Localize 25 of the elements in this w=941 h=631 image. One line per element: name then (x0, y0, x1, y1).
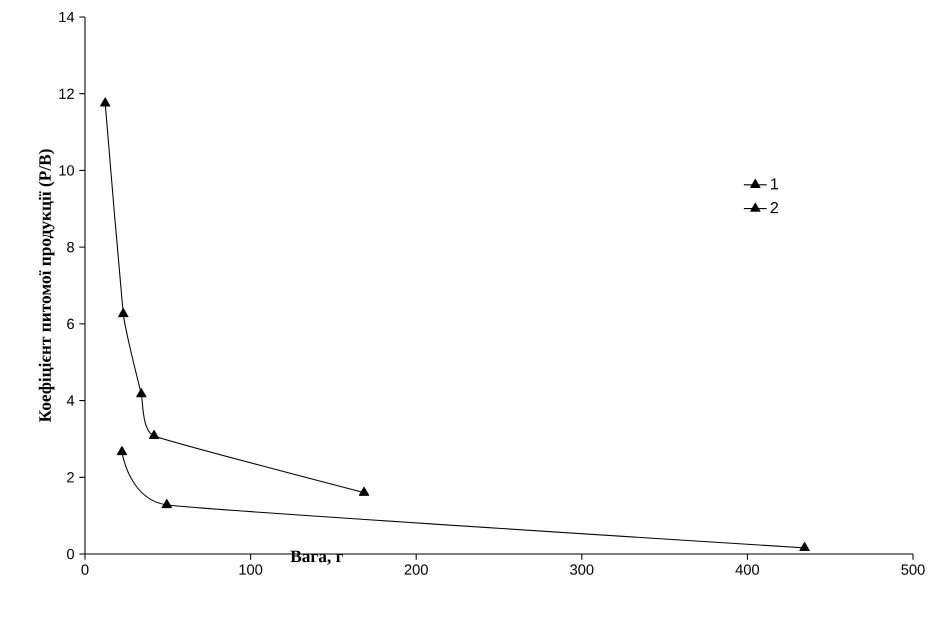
x-tick-label: 500 (901, 564, 925, 575)
y-tick-label: 8 (67, 242, 74, 252)
x-tick-label: 0 (81, 564, 88, 575)
legend-label: 2 (770, 202, 778, 214)
point (162, 499, 172, 508)
point (358, 486, 370, 496)
point (116, 446, 128, 456)
y-tick-label: 4 (66, 396, 74, 406)
y-tick-label: 14 (59, 12, 74, 22)
y-tick-label: 10 (59, 165, 74, 176)
x-tick-label: 300 (570, 564, 594, 575)
y-tick-label: 0 (67, 548, 74, 560)
point (136, 388, 146, 398)
point (118, 308, 128, 318)
y-tick-label: 6 (67, 318, 74, 330)
x-tick-label: 400 (736, 564, 760, 575)
y-tick-label: 2 (67, 472, 74, 482)
point (100, 97, 110, 106)
legend-label: 1 (771, 178, 778, 190)
point (148, 430, 160, 440)
point (799, 542, 810, 552)
x-tick-label: 200 (404, 564, 428, 575)
y-tick-label: 12 (59, 88, 74, 99)
x-tick-label: 100 (239, 564, 262, 575)
y-axis-title: Коефіцієнт питомої продукції (P/B) (38, 149, 54, 422)
